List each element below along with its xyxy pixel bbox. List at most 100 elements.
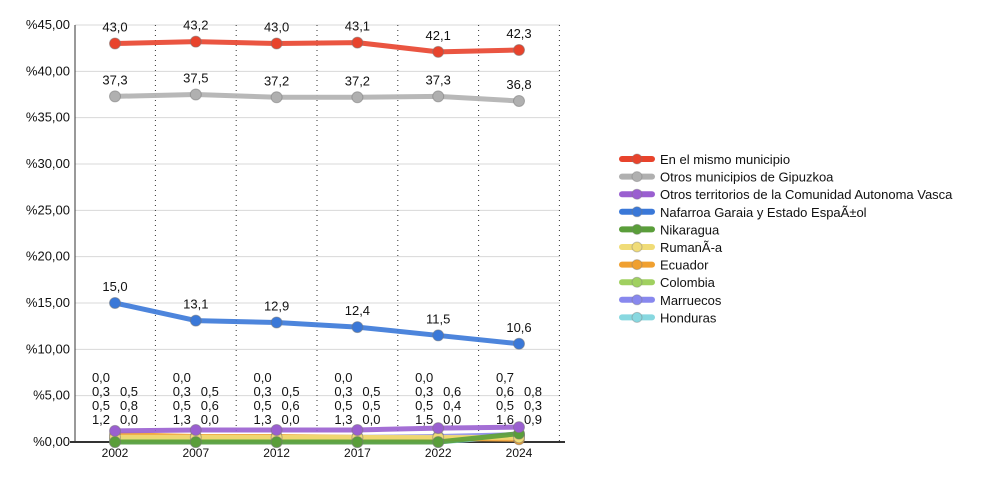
data-point — [432, 90, 445, 103]
data-label: 0,5 — [362, 384, 380, 399]
legend-label: Nafarroa Garaia y Estado EspaÃ±ol — [660, 205, 867, 220]
y-tick-label: %45,00 — [26, 17, 70, 32]
data-point — [432, 45, 445, 58]
legend-label: Otros municipios de Gipuzkoa — [660, 170, 834, 185]
data-point — [270, 423, 283, 436]
data-point — [270, 91, 283, 104]
data-point — [270, 436, 283, 448]
data-label: 0,0 — [443, 412, 461, 427]
y-tick-label: %25,00 — [26, 202, 70, 217]
data-label: 1,3 — [334, 412, 352, 427]
data-label: 43,0 — [264, 20, 289, 35]
data-label: 10,6 — [506, 320, 531, 335]
data-point — [270, 316, 283, 329]
y-tick-label: %35,00 — [26, 110, 70, 125]
data-point — [189, 314, 202, 327]
data-label: 0,0 — [120, 412, 138, 427]
data-label: 0,5 — [120, 384, 138, 399]
legend-label: Otros territorios de la Comunidad Autono… — [660, 187, 953, 202]
legend-marker — [631, 241, 643, 253]
data-point — [189, 423, 202, 436]
data-label: 0,0 — [92, 370, 110, 385]
data-point — [109, 297, 121, 309]
data-label: 37,2 — [345, 73, 370, 88]
legend-marker — [631, 223, 643, 235]
data-label: 0,5 — [362, 398, 380, 413]
legend-marker — [631, 206, 643, 218]
data-point — [513, 421, 525, 434]
data-label: 37,3 — [426, 72, 451, 87]
data-point — [270, 37, 283, 50]
data-label: 43,2 — [183, 18, 208, 33]
data-label: 1,3 — [254, 412, 272, 427]
data-label: 0,3 — [92, 384, 110, 399]
legend-marker — [631, 153, 643, 165]
series-line — [114, 39, 520, 55]
data-label: 0,8 — [524, 384, 542, 399]
data-label: 43,0 — [102, 20, 127, 35]
y-tick-label: %0,00 — [33, 434, 70, 449]
data-label: 0,5 — [92, 398, 110, 413]
data-label: 0,3 — [334, 384, 352, 399]
data-point — [109, 37, 121, 50]
data-label: 1,3 — [173, 412, 191, 427]
x-tick-label: 2024 — [506, 446, 533, 460]
data-label: 0,3 — [254, 384, 272, 399]
data-label: 11,5 — [426, 311, 450, 326]
data-label: 0,3 — [415, 384, 433, 399]
data-label: 0,5 — [415, 398, 433, 413]
data-point — [351, 91, 364, 104]
x-tick-label: 2012 — [263, 446, 290, 460]
data-point — [432, 422, 445, 435]
data-label: 0,6 — [201, 398, 219, 413]
legend-label: Nikaragua — [660, 222, 720, 237]
data-label: 37,2 — [264, 73, 289, 88]
data-label: 37,3 — [102, 72, 127, 87]
legend-label: Marruecos — [660, 293, 722, 308]
data-label: 0,0 — [173, 370, 191, 385]
data-point — [432, 436, 445, 448]
data-label: 0,5 — [496, 398, 514, 413]
data-label: 0,5 — [282, 384, 300, 399]
y-tick-label: %5,00 — [33, 388, 70, 403]
data-label: 0,0 — [282, 412, 300, 427]
data-label: 15,0 — [102, 279, 127, 294]
data-label: 37,5 — [183, 71, 208, 86]
data-point — [513, 44, 525, 57]
data-label: 13,1 — [183, 297, 208, 312]
legend-marker — [631, 294, 643, 306]
series-line — [114, 92, 520, 104]
data-label: 0,6 — [496, 384, 514, 399]
x-tick-label: 2007 — [182, 446, 209, 460]
data-label: 0,8 — [120, 398, 138, 413]
legend-marker — [631, 276, 643, 288]
y-tick-label: %40,00 — [26, 63, 70, 78]
legend-label: Ecuador — [660, 258, 709, 273]
data-label: 1,5 — [415, 412, 433, 427]
data-label: 0,3 — [173, 384, 191, 399]
series-line — [115, 431, 520, 445]
legend-marker — [631, 259, 643, 271]
data-label: 0,5 — [173, 398, 191, 413]
data-point — [189, 35, 202, 48]
data-point — [351, 36, 364, 49]
data-label: 0,0 — [334, 370, 352, 385]
data-label: 1,6 — [496, 412, 514, 427]
data-point — [109, 436, 121, 448]
data-point — [351, 423, 364, 436]
data-label: 0,0 — [201, 412, 219, 427]
data-label: 0,5 — [334, 398, 352, 413]
x-tick-label: 2022 — [425, 446, 452, 460]
data-point — [432, 329, 445, 342]
data-point — [513, 337, 525, 350]
data-label: 0,0 — [415, 370, 433, 385]
legend-marker — [631, 171, 643, 183]
data-label: 1,2 — [92, 412, 110, 427]
y-tick-label: %10,00 — [26, 341, 70, 356]
data-label: 43,1 — [345, 19, 370, 34]
legend-label: Colombia — [660, 275, 716, 290]
y-tick-label: %30,00 — [26, 156, 70, 171]
data-point — [513, 94, 525, 107]
data-label: 0,6 — [443, 384, 461, 399]
